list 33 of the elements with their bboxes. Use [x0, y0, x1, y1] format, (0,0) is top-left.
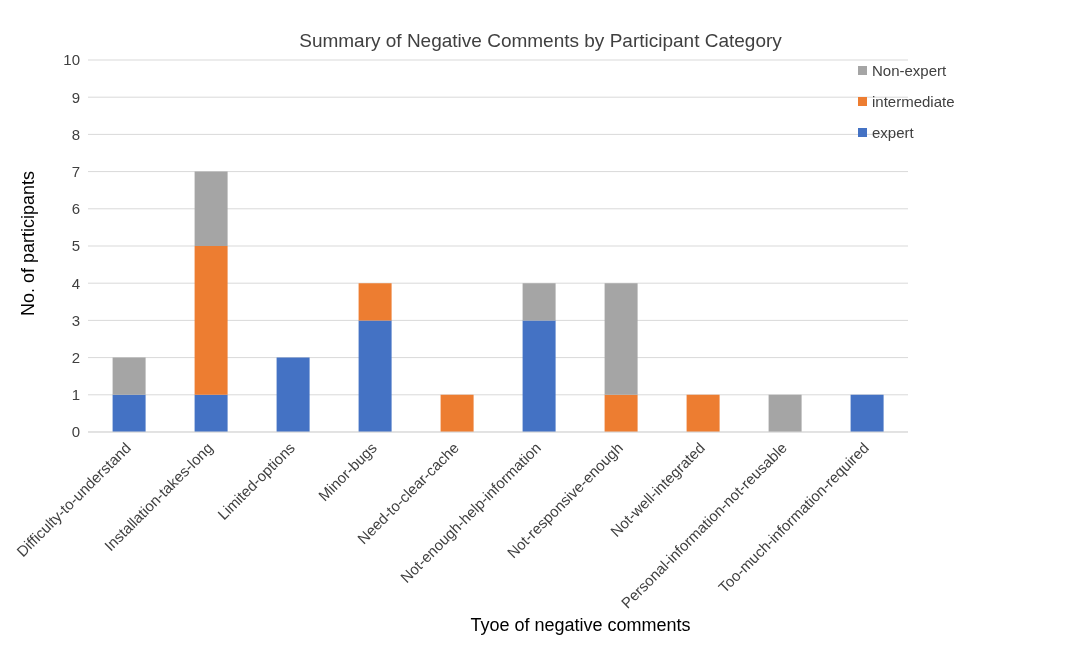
y-tick-label: 5	[71, 237, 80, 255]
y-tick-label: 8	[71, 125, 80, 143]
bar	[850, 394, 884, 432]
bar	[768, 394, 802, 432]
legend-label: Non-expert	[872, 62, 947, 79]
bar	[440, 394, 474, 432]
bar	[276, 357, 310, 432]
chart-title: Summary of Negative Comments by Participant Category	[298, 29, 783, 52]
bar	[604, 283, 638, 395]
bar	[686, 394, 720, 432]
y-tick-label: 6	[71, 200, 80, 218]
y-tick-label: 10	[63, 51, 80, 69]
x-axis-title: Tyoe of negative comments	[469, 614, 692, 637]
bar	[112, 394, 146, 432]
y-tick-label: 0	[71, 423, 80, 441]
y-tick-label: 3	[71, 311, 80, 329]
legend-label: expert	[872, 124, 914, 141]
y-axis-title: No. of participants	[18, 170, 39, 316]
bar	[194, 246, 228, 395]
bar	[194, 171, 228, 246]
bar	[522, 283, 556, 321]
bar	[358, 283, 392, 321]
bar	[522, 320, 556, 432]
legend-label: intermediate	[872, 93, 955, 110]
bar	[112, 357, 146, 395]
y-tick-label: 2	[71, 348, 80, 366]
y-tick-label: 9	[71, 88, 80, 106]
bar	[604, 394, 638, 432]
y-tick-label: 7	[71, 162, 80, 180]
bar	[194, 394, 228, 432]
bar	[358, 320, 392, 432]
y-tick-label: 4	[71, 274, 80, 292]
y-tick-label: 1	[71, 386, 80, 404]
